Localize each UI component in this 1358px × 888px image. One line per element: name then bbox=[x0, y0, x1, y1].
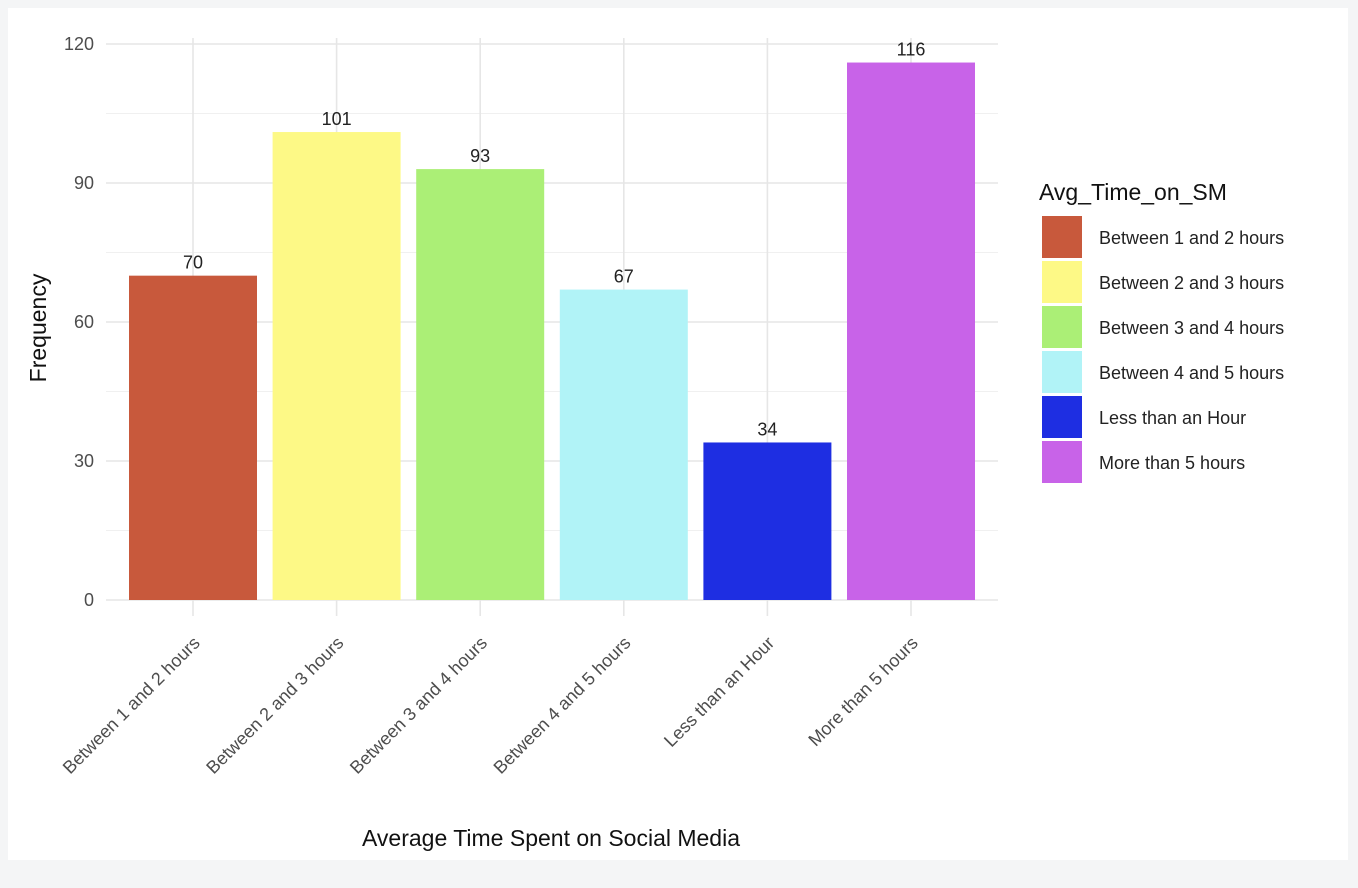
data-labels: 70 101 93 67 34 116 bbox=[183, 40, 925, 440]
x-tick-label: Between 2 and 3 hours bbox=[202, 633, 347, 778]
legend-key bbox=[1042, 306, 1082, 348]
x-tick-label: Between 4 and 5 hours bbox=[490, 633, 635, 778]
legend-label: Between 2 and 3 hours bbox=[1099, 273, 1284, 293]
y-tick-label: 60 bbox=[74, 312, 94, 332]
bar bbox=[703, 442, 832, 600]
legend-key bbox=[1042, 396, 1082, 438]
legend-items: Between 1 and 2 hours Between 2 and 3 hou… bbox=[1042, 216, 1284, 483]
x-axis-title: Average Time Spent on Social Media bbox=[362, 825, 740, 851]
chart-panel: 0 30 60 90 120 70 101 93 67 34 116 Between 1 and … bbox=[8, 8, 1348, 860]
bar bbox=[416, 169, 545, 600]
y-axis-title: Frequency bbox=[25, 273, 51, 382]
x-tick-label: Between 3 and 4 hours bbox=[346, 633, 491, 778]
legend-key bbox=[1042, 441, 1082, 483]
legend-title: Avg_Time_on_SM bbox=[1039, 179, 1227, 205]
legend-label: Between 1 and 2 hours bbox=[1099, 228, 1284, 248]
x-tick-label: Between 1 and 2 hours bbox=[59, 633, 204, 778]
y-axis-ticks: 0 30 60 90 120 bbox=[64, 34, 94, 610]
y-tick-label: 30 bbox=[74, 451, 94, 471]
legend-label: Less than an Hour bbox=[1099, 408, 1246, 428]
y-tick-label: 120 bbox=[64, 34, 94, 54]
data-label: 34 bbox=[757, 419, 777, 439]
bar bbox=[129, 275, 257, 600]
bar bbox=[559, 289, 688, 600]
data-label: 101 bbox=[322, 109, 352, 129]
data-label: 116 bbox=[897, 40, 926, 60]
y-tick-label: 0 bbox=[84, 590, 94, 610]
legend-label: Between 3 and 4 hours bbox=[1099, 318, 1284, 338]
legend-label: More than 5 hours bbox=[1099, 453, 1245, 473]
bars bbox=[129, 62, 975, 601]
bar-chart: 0 30 60 90 120 70 101 93 67 34 116 Between 1 and … bbox=[25, 34, 1284, 851]
data-label: 93 bbox=[470, 146, 490, 166]
legend-label: Between 4 and 5 hours bbox=[1099, 363, 1284, 383]
bar bbox=[847, 62, 975, 601]
x-tick-label: More than 5 hours bbox=[804, 633, 921, 750]
legend-key bbox=[1042, 351, 1082, 393]
bar bbox=[272, 132, 401, 600]
x-tick-label: Less than an Hour bbox=[660, 633, 778, 751]
data-label: 70 bbox=[183, 253, 203, 273]
legend-key bbox=[1042, 216, 1082, 258]
y-tick-label: 90 bbox=[74, 173, 94, 193]
legend-key bbox=[1042, 261, 1082, 303]
legend: Avg_Time_on_SM Between 1 and 2 hoursBetw… bbox=[1039, 179, 1284, 483]
data-label: 67 bbox=[614, 267, 634, 287]
